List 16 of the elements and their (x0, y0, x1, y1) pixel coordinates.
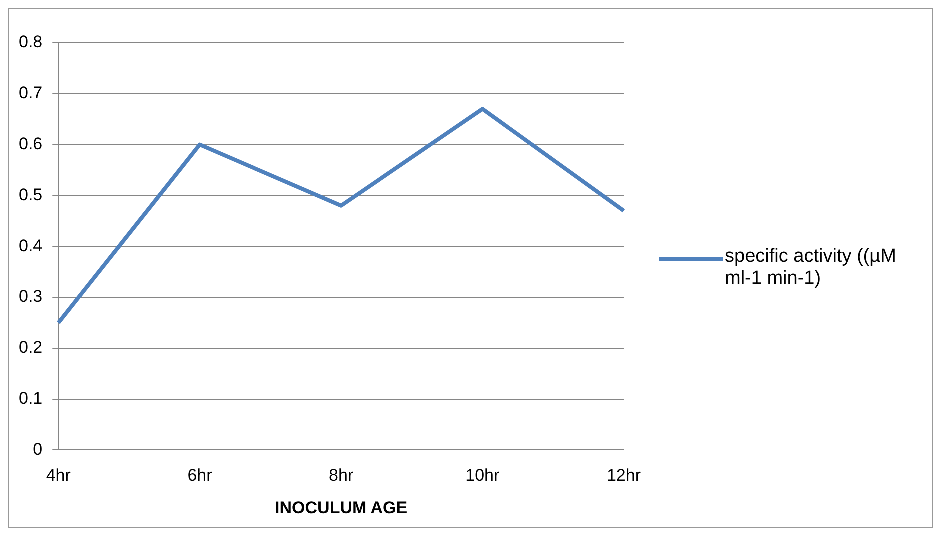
x-axis-title: INOCULUM AGE (275, 498, 408, 518)
x-tick-label: 8hr (329, 466, 354, 486)
x-tick-label: 6hr (188, 466, 213, 486)
legend-label: specific activity ((µM ml-1 min-1) (725, 246, 898, 290)
y-tick-label: 0.7 (18, 84, 43, 103)
y-tick-label: 0.4 (18, 236, 43, 256)
y-tick-label: 0.5 (18, 185, 43, 204)
y-tick-label: 0.8 (18, 32, 43, 52)
y-tick-label: 0 (33, 440, 43, 459)
y-tick-label: 0.3 (18, 287, 43, 306)
y-tick-label: 0.1 (18, 388, 43, 408)
y-tick-label: 0.2 (18, 338, 43, 358)
y-tick-label: 0.6 (18, 134, 43, 154)
x-tick-label: 4hr (46, 466, 72, 486)
x-tick-label: 10hr (466, 466, 500, 486)
x-tick-label: 12hr (606, 466, 642, 486)
